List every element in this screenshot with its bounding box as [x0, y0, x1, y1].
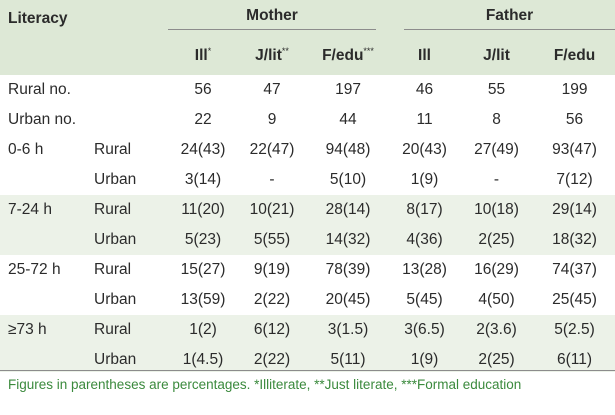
row-label — [0, 285, 92, 315]
row-sublabel: Urban — [94, 171, 137, 188]
table-cell: 25(45) — [552, 291, 597, 308]
table-cell: 46 — [415, 81, 434, 98]
table-cell: 4(36) — [390, 225, 460, 255]
table-cell: 8(17) — [390, 195, 460, 225]
row-label: Urban no. — [8, 111, 77, 128]
table-cell: 22(47) — [249, 141, 295, 158]
col-header: F/edu*** — [306, 37, 391, 75]
row-label: Rural no. — [8, 81, 71, 98]
literacy-table: Literacy Mother Father Ill* J/lit** F/ed… — [0, 0, 615, 375]
table-row: Urban 5(23) 5(55) 14(32) 4(36) 2(25) 18(32) — [0, 225, 615, 255]
mother-heading: Mother — [168, 7, 377, 30]
table-cell: 4(50) — [478, 291, 515, 308]
table-cell: 14(32) — [306, 225, 391, 255]
table-cell: 197 — [335, 81, 361, 98]
table-cell: 47 — [263, 81, 281, 98]
table-cell: 1(9) — [410, 171, 439, 188]
row-sublabel: Rural — [94, 261, 132, 278]
row-sublabel: Urban — [92, 225, 169, 255]
table-row: 7-24 h Rural 11(20) 10(21) 28(14) 8(17) 10(18)… — [0, 195, 615, 225]
table-cell: 24(43) — [180, 141, 226, 158]
table-bottom-rule — [0, 370, 615, 371]
col-header: Ill* — [168, 37, 239, 75]
mother-group-heading: Mother — [168, 0, 391, 37]
table-cell: 94(48) — [325, 141, 371, 158]
row-sublabel: Rural — [94, 141, 132, 158]
table-cell: 55 — [487, 81, 506, 98]
row-label: 0-6 h — [8, 141, 44, 158]
table-cell: 29(14) — [534, 195, 615, 225]
table-cell: 10(18) — [459, 195, 535, 225]
table-cell: 22 — [194, 111, 212, 128]
header-row-groups: Literacy Mother Father — [0, 0, 615, 37]
table-cell: 13(28) — [402, 261, 447, 278]
table-cell: 5(2.5) — [534, 315, 615, 345]
table-cell: 56 — [194, 81, 212, 98]
father-group-heading: Father — [390, 0, 615, 37]
table-cell: 27(49) — [474, 141, 519, 158]
table-row: 25-72 h Rural 15(27) 9(19) 78(39) 13(28) 16(29… — [0, 255, 615, 285]
table-cell: 2(3.6) — [459, 315, 535, 345]
table-cell: 3(6.5) — [390, 315, 460, 345]
table-cell: 5(10) — [329, 171, 367, 188]
literacy-heading: Literacy — [0, 0, 169, 37]
table-cell: 13(59) — [180, 291, 226, 308]
table-footnote: Figures in parentheses are percentages. … — [0, 372, 615, 415]
table-cell: 56 — [565, 111, 584, 128]
father-heading: Father — [404, 7, 615, 30]
table-row: Urban 13(59) 2(22) 20(45) 5(45) 4(50) 25(45) — [0, 285, 615, 315]
table-cell: 16(29) — [474, 261, 519, 278]
table-cell: 93(47) — [552, 141, 597, 158]
table-cell: 8 — [492, 111, 501, 128]
table-cell: 6(12) — [238, 315, 307, 345]
table-cell: 3(1.5) — [306, 315, 391, 345]
row-sublabel: Rural — [92, 315, 169, 345]
row-sublabel: Urban — [94, 291, 137, 308]
table-cell: 9(19) — [253, 261, 291, 278]
table-cell: 18(32) — [534, 225, 615, 255]
table-row: Rural no. 56 47 197 46 55 199 — [0, 75, 615, 105]
table-cell: 10(21) — [238, 195, 307, 225]
table-cell: - — [269, 171, 275, 188]
table-cell: 20(45) — [325, 291, 371, 308]
col-header: F/edu — [534, 37, 615, 75]
table-cell: 44 — [339, 111, 357, 128]
row-label: 7-24 h — [0, 195, 92, 225]
row-label: 25-72 h — [8, 261, 61, 278]
table-cell: 78(39) — [325, 261, 371, 278]
table-cell: 7(12) — [556, 171, 593, 188]
table-cell: 5(23) — [168, 225, 239, 255]
header-row-columns: Ill* J/lit** F/edu*** Ill J/lit F/edu — [0, 37, 615, 75]
table-cell: - — [493, 171, 500, 188]
table-cell: 5(55) — [238, 225, 307, 255]
row-label — [0, 225, 92, 255]
table-row: Urban 3(14) - 5(10) 1(9) - 7(12) — [0, 165, 615, 195]
table-cell: 199 — [561, 81, 588, 98]
table-cell: 5(45) — [406, 291, 443, 308]
table-row: Urban no. 22 9 44 11 8 56 — [0, 105, 615, 135]
empty-header-cell — [0, 37, 169, 75]
table-cell: 20(43) — [402, 141, 447, 158]
col-header: Ill — [390, 37, 460, 75]
table-row: 0-6 h Rural 24(43) 22(47) 94(48) 20(43) 27(49)… — [0, 135, 615, 165]
table-row: ≥73 h Rural 1(2) 6(12) 3(1.5) 3(6.5) 2(3.6) 5(2… — [0, 315, 615, 345]
table-cell: 3(14) — [184, 171, 222, 188]
table-cell: 74(37) — [552, 261, 597, 278]
row-sublabel: Rural — [92, 195, 169, 225]
table-cell: 11(20) — [168, 195, 239, 225]
row-label — [0, 165, 92, 195]
table-cell: 15(27) — [180, 261, 226, 278]
table-cell: 11 — [416, 111, 433, 128]
table-cell: 2(25) — [459, 225, 535, 255]
row-label: ≥73 h — [0, 315, 92, 345]
table-cell: 1(2) — [168, 315, 239, 345]
table-cell: 28(14) — [306, 195, 391, 225]
col-header: J/lit — [459, 37, 535, 75]
col-header: J/lit** — [238, 37, 307, 75]
table-cell: 9 — [267, 111, 277, 128]
table-cell: 2(22) — [253, 291, 291, 308]
